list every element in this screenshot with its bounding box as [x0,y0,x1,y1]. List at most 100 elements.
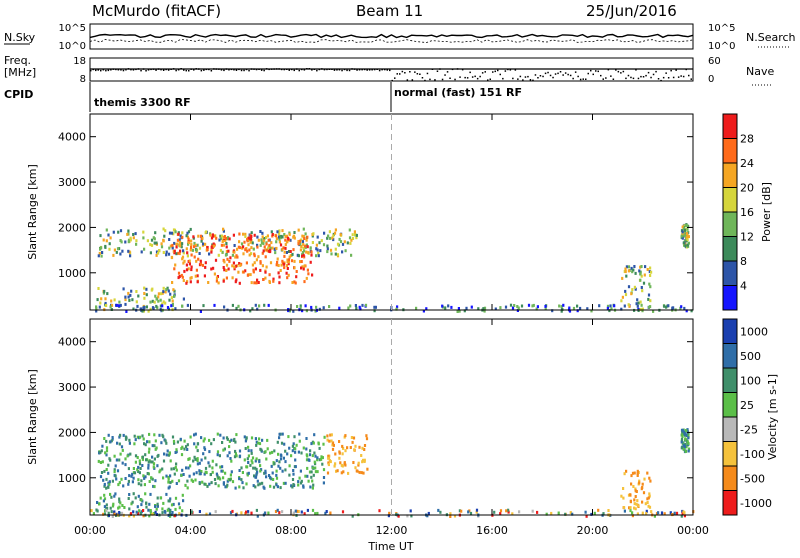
freq-point [394,77,396,79]
data-cell [276,230,279,234]
data-cell [327,454,330,458]
data-cell [169,474,172,478]
data-cell [128,514,131,518]
colorbar-tick-label: 4 [740,280,747,293]
noise-right-tick-bottom: 10^0 [708,41,735,52]
freq-point [622,70,625,73]
data-cell [114,474,117,478]
data-cell [624,267,627,271]
freq-point [630,76,632,79]
data-cell [271,246,274,250]
data-cell [306,245,309,249]
colorbar-tick-label: 8 [740,255,747,268]
data-cell [121,461,124,465]
freq-point [336,69,338,71]
data-cell [242,232,245,236]
data-cell [108,242,111,246]
data-cell [119,303,122,307]
data-cell [302,253,305,257]
data-cell [681,232,684,236]
data-cell [190,253,193,257]
freq-point [303,69,306,71]
freq-point [145,70,147,72]
data-cell [185,263,188,267]
data-cell [328,236,332,240]
data-cell [105,477,108,481]
data-cell [649,274,652,277]
data-cell [251,241,254,245]
freq-point [260,69,263,71]
freq-point [557,72,559,75]
data-cell [219,433,222,437]
data-cell [197,234,200,238]
data-cell [107,233,110,237]
data-cell [630,266,633,270]
data-cell [292,511,295,515]
data-cell [250,231,253,235]
data-cell [681,236,684,240]
data-cell [190,245,193,249]
data-cell [294,465,297,469]
data-cell [229,256,232,260]
data-cell [143,476,146,480]
data-cell [598,304,601,308]
data-cell [228,445,231,449]
data-cell [122,287,125,291]
data-cell [467,510,470,514]
data-cell [276,260,279,264]
data-cell [238,454,242,458]
data-cell [167,477,170,481]
data-cell [355,306,358,310]
data-cell [388,511,391,515]
freq-point [605,77,607,79]
freq-point [183,69,185,71]
data-cell [289,238,292,242]
data-cell [507,510,510,514]
data-cell [195,445,198,449]
data-cell [172,288,175,292]
colorbar-swatch [723,319,737,344]
data-cell [287,260,290,264]
freq-point [680,75,682,77]
data-cell [178,506,181,510]
freq-point [167,69,170,71]
data-cell [170,296,173,300]
data-cell [213,234,216,238]
data-cell [168,499,171,503]
data-cell [175,482,178,485]
data-cell [511,512,514,516]
data-cell [172,467,175,471]
data-cell [208,464,211,468]
data-cell [132,307,135,311]
data-cell [115,303,118,307]
data-cell [639,270,642,274]
data-cell [149,509,152,512]
data-cell [280,441,284,445]
colorbar-tick-label: -100 [740,448,765,461]
data-cell [113,470,116,474]
data-cell [361,446,364,450]
data-cell [99,450,102,454]
data-cell [647,504,650,508]
freq-point [399,73,401,75]
data-cell [196,280,199,284]
data-cell [190,243,193,247]
data-cell [171,281,174,284]
data-cell [288,473,291,477]
data-cell [181,493,184,497]
data-cell [209,233,212,237]
data-cell [186,479,189,483]
data-cell [131,480,134,484]
data-cell [169,481,172,485]
data-cell [90,509,93,513]
freq-point [617,70,620,73]
data-cell [167,480,170,484]
data-cell [365,437,369,441]
data-cell [118,505,121,509]
freq-point [449,77,451,79]
data-cell [635,302,638,306]
data-cell [572,306,576,310]
data-cell [180,473,183,477]
data-cell [102,512,105,516]
